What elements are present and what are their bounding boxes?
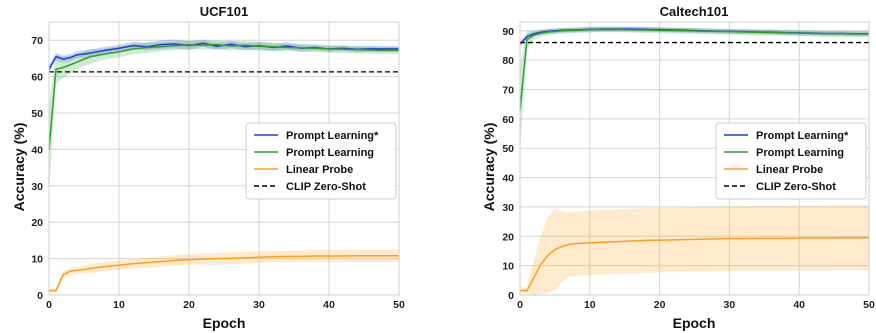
y-tick-label: 20 bbox=[31, 217, 43, 229]
legend-label: Prompt Learning bbox=[756, 147, 844, 159]
chart-caltech101: Caltech101 Epoch Accuracy (%) 0 10 20 30 40 5… bbox=[481, 4, 875, 331]
y-tick-label: 60 bbox=[31, 72, 43, 84]
chart-ucf101: UCF101 Epoch Accuracy (%) 0 10 20 30 40 50 0 10… bbox=[11, 4, 405, 331]
legend: Prompt Learning* Prompt Learning Linear Pr… bbox=[715, 122, 867, 200]
x-tick-label: 30 bbox=[253, 299, 265, 311]
y-tick-label: 50 bbox=[31, 108, 43, 120]
chart-title: UCF101 bbox=[200, 4, 248, 19]
series-line-prompt-learning bbox=[48, 43, 399, 150]
y-tick-label: 0 bbox=[37, 290, 43, 302]
y-tick-label: 80 bbox=[502, 55, 514, 67]
band-prompt-learning bbox=[49, 40, 399, 194]
y-tick-label: 30 bbox=[31, 181, 43, 193]
y-tick-label: 50 bbox=[502, 143, 514, 155]
legend: Prompt Learning* Prompt Learning Linear Pr… bbox=[245, 122, 397, 200]
x-tick-label: 50 bbox=[863, 299, 875, 311]
y-axis-label: Accuracy (%) bbox=[481, 123, 497, 212]
y-tick-label: 40 bbox=[31, 144, 43, 156]
y-tick-label: 40 bbox=[502, 173, 514, 185]
y-tick-label: 10 bbox=[31, 254, 43, 266]
x-tick-label: 20 bbox=[654, 299, 666, 311]
y-tick-label: 60 bbox=[502, 114, 514, 126]
legend-label: Prompt Learning* bbox=[756, 130, 849, 142]
series-line-linear-probe bbox=[49, 254, 399, 292]
series-line-prompt-learning bbox=[519, 28, 869, 111]
x-tick-label: 40 bbox=[793, 299, 805, 311]
band-linear-probe bbox=[520, 205, 869, 295]
y-tick-label: 20 bbox=[502, 231, 514, 243]
x-tick-label: 50 bbox=[393, 299, 405, 311]
x-tick-label: 0 bbox=[46, 299, 52, 311]
plot-frame bbox=[48, 21, 400, 296]
y-tick-label: 30 bbox=[502, 202, 514, 214]
legend-label: Prompt Learning bbox=[286, 147, 374, 159]
y-tick-label: 90 bbox=[502, 26, 514, 38]
y-tick-label: 0 bbox=[508, 290, 514, 302]
legend-label: CLIP Zero-Shot bbox=[286, 181, 366, 193]
x-tick-label: 40 bbox=[323, 299, 335, 311]
x-tick-label: 30 bbox=[724, 299, 736, 311]
x-axis-label: Epoch bbox=[673, 315, 716, 331]
legend-box bbox=[715, 122, 867, 200]
legend-label: Linear Probe bbox=[756, 164, 823, 176]
chart-title: Caltech101 bbox=[660, 4, 729, 19]
series-line-linear-probe bbox=[520, 237, 869, 292]
legend-box bbox=[245, 122, 397, 200]
plot-frame bbox=[519, 21, 870, 296]
x-tick-label: 20 bbox=[183, 299, 195, 311]
y-axis-label: Accuracy (%) bbox=[11, 123, 27, 212]
y-tick-label: 70 bbox=[31, 35, 43, 47]
x-axis-label: Epoch bbox=[203, 315, 246, 331]
x-tick-label: 10 bbox=[584, 299, 596, 311]
legend-label: Linear Probe bbox=[286, 164, 353, 176]
x-tick-label: 10 bbox=[113, 299, 125, 311]
y-tick-label: 10 bbox=[502, 261, 514, 273]
legend-label: Prompt Learning* bbox=[286, 130, 379, 142]
legend-label: CLIP Zero-Shot bbox=[756, 181, 836, 193]
band-linear-probe bbox=[49, 249, 399, 293]
y-tick-label: 70 bbox=[502, 85, 514, 97]
x-tick-label: 0 bbox=[517, 299, 523, 311]
